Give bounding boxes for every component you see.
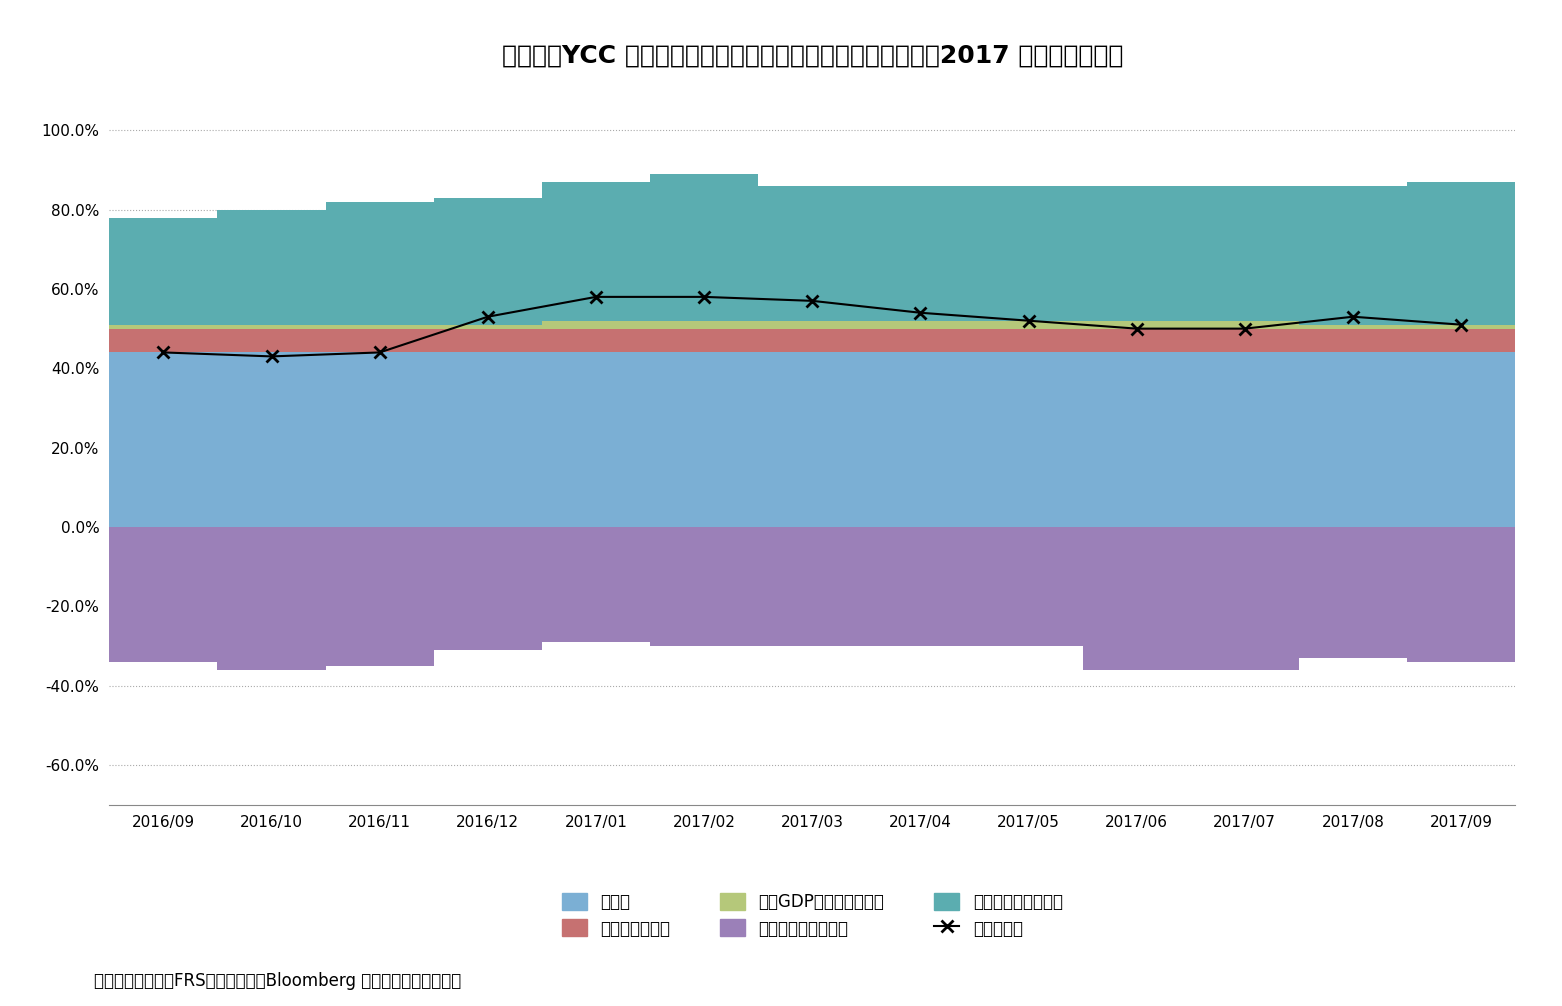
スプレッド bbox=[1018, 315, 1037, 327]
Title: 図表１：YCC 導入後のスプレッドの変動に関する要因分解（2017 年９月末まで）: 図表１：YCC 導入後のスプレッドの変動に関する要因分解（2017 年９月末まで… bbox=[501, 44, 1123, 67]
スプレッド bbox=[370, 346, 389, 358]
スプレッド bbox=[1343, 311, 1362, 323]
Bar bbox=[1082, 186, 1190, 321]
Bar bbox=[1190, 352, 1300, 527]
Bar bbox=[650, 321, 758, 329]
Bar bbox=[650, 352, 758, 527]
Bar bbox=[975, 186, 1082, 321]
スプレッド bbox=[587, 291, 606, 303]
Bar bbox=[1082, 321, 1190, 329]
Bar bbox=[1190, 527, 1300, 670]
Bar bbox=[217, 352, 325, 527]
Bar bbox=[1190, 321, 1300, 329]
Bar bbox=[1190, 186, 1300, 321]
Bar bbox=[1407, 352, 1515, 527]
スプレッド bbox=[1451, 319, 1470, 331]
Bar bbox=[975, 321, 1082, 329]
Bar bbox=[325, 329, 434, 352]
Bar bbox=[109, 527, 217, 662]
Bar bbox=[109, 352, 217, 527]
Bar bbox=[1407, 182, 1515, 325]
Bar bbox=[1407, 527, 1515, 662]
Bar bbox=[867, 352, 975, 527]
Bar bbox=[542, 329, 650, 352]
Bar bbox=[325, 325, 434, 329]
Bar bbox=[1082, 352, 1190, 527]
Bar bbox=[758, 352, 867, 527]
Bar bbox=[434, 527, 542, 650]
Bar bbox=[650, 527, 758, 646]
Bar bbox=[867, 527, 975, 646]
Bar bbox=[1190, 329, 1300, 352]
Bar bbox=[867, 329, 975, 352]
Bar bbox=[758, 321, 867, 329]
Bar bbox=[1407, 325, 1515, 329]
Bar bbox=[542, 352, 650, 527]
Bar bbox=[758, 527, 867, 646]
Bar bbox=[542, 182, 650, 321]
Bar bbox=[542, 321, 650, 329]
スプレッド bbox=[262, 350, 281, 362]
Bar bbox=[1082, 329, 1190, 352]
Bar bbox=[325, 352, 434, 527]
Bar bbox=[1300, 186, 1407, 325]
Bar bbox=[434, 329, 542, 352]
Bar bbox=[217, 209, 325, 325]
Bar bbox=[434, 325, 542, 329]
Bar bbox=[109, 325, 217, 329]
Bar bbox=[109, 329, 217, 352]
Bar bbox=[1082, 527, 1190, 670]
Bar bbox=[1407, 329, 1515, 352]
Bar bbox=[1300, 329, 1407, 352]
Bar bbox=[217, 329, 325, 352]
Bar bbox=[542, 527, 650, 642]
Bar bbox=[325, 201, 434, 325]
スプレッド bbox=[695, 291, 714, 303]
Bar bbox=[434, 197, 542, 325]
Bar bbox=[975, 527, 1082, 646]
Bar bbox=[217, 325, 325, 329]
Bar bbox=[1300, 325, 1407, 329]
Bar bbox=[217, 527, 325, 670]
スプレッド bbox=[1128, 323, 1147, 335]
Bar bbox=[650, 329, 758, 352]
スプレッド bbox=[155, 346, 173, 358]
Bar bbox=[650, 174, 758, 321]
スプレッド bbox=[803, 295, 822, 307]
Line: スプレッド: スプレッド bbox=[158, 292, 1467, 362]
Bar bbox=[975, 352, 1082, 527]
スプレッド bbox=[478, 311, 497, 323]
Bar bbox=[434, 352, 542, 527]
Bar bbox=[758, 329, 867, 352]
Bar bbox=[109, 217, 217, 325]
Text: （資料：財務省、FRS、日本銀行、Bloomberg より、著者にて作成）: （資料：財務省、FRS、日本銀行、Bloomberg より、著者にて作成） bbox=[94, 972, 461, 990]
Bar bbox=[867, 186, 975, 321]
Legend: 定数項, 米国債金利要因, 実質GDP成長率予想要因, 物価の安定目標要因, 日銀の国債買入要因, スプレッド: 定数項, 米国債金利要因, 実質GDP成長率予想要因, 物価の安定目標要因, 日… bbox=[553, 884, 1072, 946]
スプレッド bbox=[911, 307, 929, 319]
Bar bbox=[975, 329, 1082, 352]
Bar bbox=[758, 186, 867, 321]
Bar bbox=[1300, 352, 1407, 527]
Bar bbox=[325, 527, 434, 666]
Bar bbox=[1300, 527, 1407, 658]
スプレッド bbox=[1236, 323, 1254, 335]
Bar bbox=[867, 321, 975, 329]
